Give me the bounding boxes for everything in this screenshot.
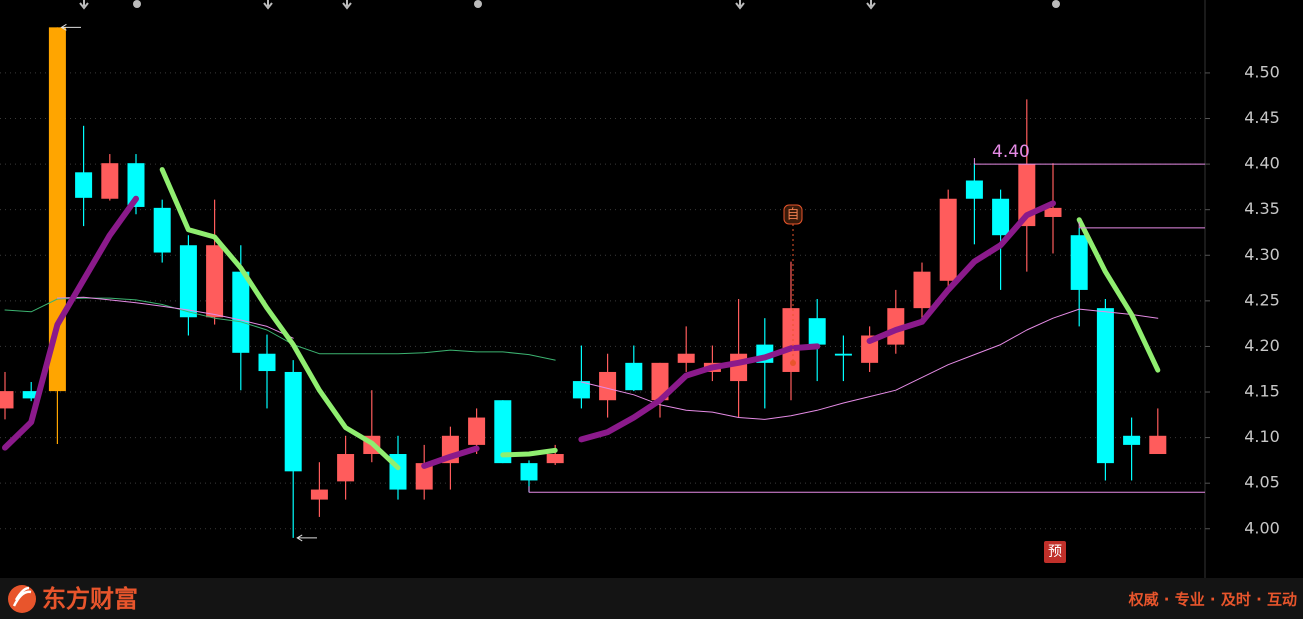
candle-body (153, 207, 171, 253)
line-series (56, 296, 1159, 420)
candle-body (572, 381, 590, 399)
y-tick-label: 4.35 (1244, 199, 1280, 218)
marker-badge (783, 204, 803, 225)
candle-body (599, 371, 617, 401)
candle-body (75, 172, 93, 198)
line-series (159, 167, 1161, 471)
event-icon (474, 0, 482, 8)
candle-body (546, 454, 564, 464)
candle-body (494, 400, 512, 464)
candle-body (284, 371, 302, 472)
candle-body (834, 353, 852, 356)
event-icon (133, 0, 141, 8)
candle-body (101, 163, 119, 199)
candle-body (677, 353, 695, 363)
marker-badge (1044, 541, 1066, 563)
candle-body (1044, 207, 1062, 217)
marker-label: 预 (1048, 544, 1062, 560)
candle-body (22, 391, 40, 399)
plot-area: 4.00 4.05 4.10 4.15 4.20 4.25 4.30 4.35 4.40 4.45… (0, 0, 1280, 563)
annotation-label: 4.40 (992, 142, 1030, 162)
candle-body (179, 245, 197, 318)
candle-body (782, 308, 800, 372)
candle-body (1123, 435, 1141, 445)
candle-body (127, 163, 145, 207)
footer-bar (0, 578, 1303, 619)
candle-body (730, 353, 748, 382)
logo-icon (8, 585, 36, 613)
event-icon (1052, 0, 1060, 8)
candle-body (1149, 435, 1167, 455)
candle-body (258, 353, 276, 372)
candle-body (415, 463, 433, 490)
candle-body (913, 271, 931, 309)
y-tick-label: 4.00 (1244, 518, 1280, 537)
y-tick-label: 4.30 (1244, 245, 1280, 264)
candle-body (965, 180, 983, 199)
candle-body (651, 362, 669, 401)
annotation-arrow (296, 534, 317, 542)
candle-body (808, 318, 826, 345)
candle-body (337, 454, 355, 482)
annotation-arrow (60, 23, 81, 31)
event-icon (866, 0, 876, 10)
candle-body (1070, 235, 1088, 290)
y-tick-label: 4.15 (1244, 382, 1280, 401)
candle-body (468, 417, 486, 445)
candle-body (939, 198, 957, 281)
event-icon (263, 0, 273, 10)
y-tick-label: 4.45 (1244, 108, 1280, 127)
candle-body (206, 245, 224, 318)
candle-body (0, 391, 14, 409)
event-icon (342, 0, 352, 10)
candle-body (310, 489, 328, 500)
y-tick-label: 4.50 (1244, 62, 1280, 81)
y-tick-label: 4.10 (1244, 427, 1280, 446)
event-icon (735, 0, 745, 10)
y-tick-label: 4.05 (1244, 473, 1280, 492)
candle-body (992, 198, 1010, 236)
y-tick-label: 4.25 (1244, 290, 1280, 309)
slogan: 权威 · 专业 · 及时 · 互动 (1128, 591, 1297, 609)
y-tick-label: 4.40 (1244, 154, 1280, 173)
logo-mark (12, 586, 32, 607)
y-tick-label: 4.20 (1244, 336, 1280, 355)
marker-label: 自 (786, 208, 799, 223)
candle-body (520, 463, 538, 481)
candle-body (887, 308, 905, 345)
brand: 东方财富 (42, 585, 138, 613)
candle-body (625, 362, 643, 391)
line-series (2, 195, 1056, 469)
candle-body (1096, 308, 1114, 464)
candle-body (48, 27, 66, 392)
marker-dot (790, 360, 796, 366)
event-icon (79, 0, 89, 10)
candle-body (232, 271, 250, 353)
